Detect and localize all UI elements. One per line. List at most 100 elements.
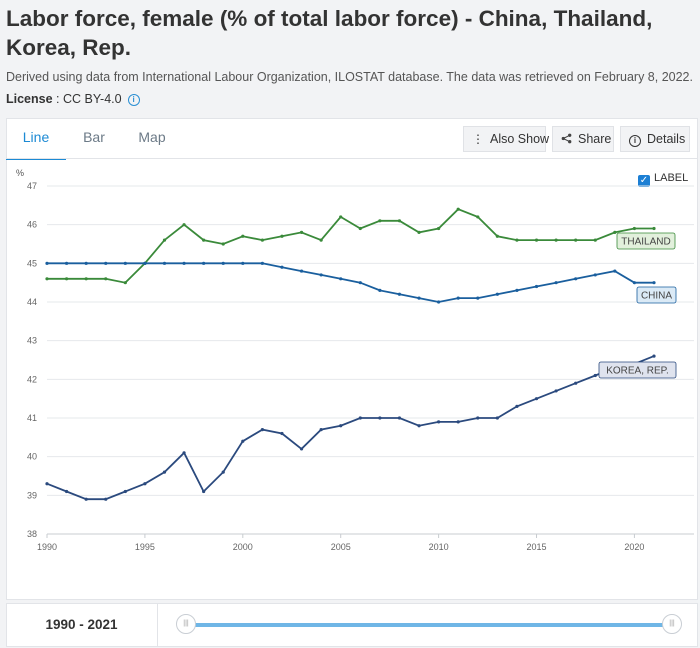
data-point xyxy=(574,277,578,281)
data-point xyxy=(280,431,284,436)
x-tick-label: 2000 xyxy=(233,542,253,552)
data-point xyxy=(554,281,558,285)
data-point xyxy=(45,261,49,265)
share-label: Share xyxy=(578,132,612,146)
also-show-button[interactable]: ⋮ Also Show xyxy=(463,126,549,152)
data-point xyxy=(613,269,617,273)
page-title: Labor force, female (% of total labor fo… xyxy=(6,6,653,60)
label-toggle-text: LABEL xyxy=(654,172,689,184)
chart-series xyxy=(45,207,656,501)
y-tick-label: 43 xyxy=(27,336,37,346)
y-tick-label: 41 xyxy=(27,413,37,423)
data-point xyxy=(417,424,421,428)
data-point xyxy=(84,277,88,281)
data-point xyxy=(143,261,147,265)
data-point xyxy=(417,230,421,234)
data-point xyxy=(534,238,539,242)
data-point xyxy=(339,424,343,428)
data-point xyxy=(378,416,382,420)
share-button[interactable]: Share xyxy=(552,126,614,152)
data-point xyxy=(143,482,147,486)
data-point xyxy=(319,428,323,432)
data-point xyxy=(652,354,656,358)
tab-bar[interactable]: Bar xyxy=(83,129,105,145)
data-point xyxy=(299,269,304,273)
data-point xyxy=(574,381,578,385)
data-point xyxy=(260,428,264,432)
data-point xyxy=(319,273,323,277)
data-point xyxy=(221,261,225,265)
chart-grid xyxy=(47,185,694,535)
details-button[interactable]: i Details xyxy=(620,126,690,152)
data-point xyxy=(241,439,245,443)
data-point xyxy=(202,261,206,265)
data-point xyxy=(574,238,578,242)
data-point xyxy=(495,292,499,296)
data-point xyxy=(162,238,167,242)
data-point xyxy=(417,296,421,300)
series-label-box xyxy=(636,286,677,304)
data-point xyxy=(456,420,460,424)
series-label-korea-rep: KOREA, REP. xyxy=(606,366,669,377)
data-point xyxy=(495,416,499,420)
series-label-box xyxy=(616,232,676,250)
data-point xyxy=(397,292,402,296)
ellipsis-vertical-icon: ⋮ xyxy=(472,132,484,146)
x-tick-label: 2005 xyxy=(331,542,351,552)
data-point xyxy=(64,277,69,281)
y-tick-label: 47 xyxy=(27,181,37,191)
details-label: Details xyxy=(647,132,686,146)
chart-card xyxy=(6,118,698,600)
y-tick-label: 46 xyxy=(27,220,37,230)
checkbox-checked-icon[interactable]: ✓ xyxy=(638,175,650,187)
data-point xyxy=(162,261,167,265)
data-point xyxy=(358,226,362,231)
data-point xyxy=(495,234,499,238)
data-point xyxy=(104,497,108,501)
range-end-handle[interactable]: ||| xyxy=(662,614,682,634)
license-value: : CC BY-4.0 xyxy=(52,92,122,106)
data-point xyxy=(104,277,108,281)
data-point xyxy=(319,238,323,242)
range-slider-track[interactable] xyxy=(186,623,672,627)
data-point xyxy=(84,497,88,501)
data-point xyxy=(280,265,284,269)
x-tick-label: 1990 xyxy=(37,542,57,552)
data-point xyxy=(221,242,225,246)
y-tick-label: 45 xyxy=(27,258,37,268)
data-point xyxy=(476,296,480,300)
data-point xyxy=(456,296,460,300)
data-point xyxy=(593,273,597,277)
data-point xyxy=(632,226,637,231)
license-info: License : CC BY-4.0 i xyxy=(6,92,140,106)
tab-line[interactable]: Line xyxy=(6,118,66,160)
x-tick-label: 2020 xyxy=(624,542,644,552)
data-point xyxy=(202,489,206,494)
label-toggle[interactable]: ✓ LABEL xyxy=(638,172,688,187)
x-axis: 1990 1995 2000 2005 2010 2015 2020 xyxy=(37,533,694,552)
data-point xyxy=(358,416,362,420)
data-point xyxy=(64,261,69,265)
data-point xyxy=(378,219,382,223)
data-point xyxy=(162,470,167,474)
license-label: License xyxy=(6,92,53,106)
y-axis-unit-label: % xyxy=(16,168,24,178)
data-point xyxy=(515,288,519,292)
data-point xyxy=(397,416,402,420)
data-point xyxy=(456,207,460,211)
data-point xyxy=(45,482,49,486)
info-icon[interactable]: i xyxy=(127,94,140,106)
tab-map[interactable]: Map xyxy=(138,129,166,145)
info-circle-icon: i xyxy=(629,135,641,147)
data-point xyxy=(613,230,617,234)
y-tick-label: 44 xyxy=(27,297,37,307)
series-label-box xyxy=(598,361,677,379)
data-point xyxy=(241,261,245,265)
series-line-korea-rep xyxy=(46,355,655,501)
data-point xyxy=(260,238,264,242)
range-start-handle[interactable]: ||| xyxy=(176,614,196,634)
data-point xyxy=(104,261,108,265)
data-source-description: Derived using data from International La… xyxy=(6,70,693,84)
data-point xyxy=(437,420,441,424)
data-point xyxy=(339,277,343,281)
